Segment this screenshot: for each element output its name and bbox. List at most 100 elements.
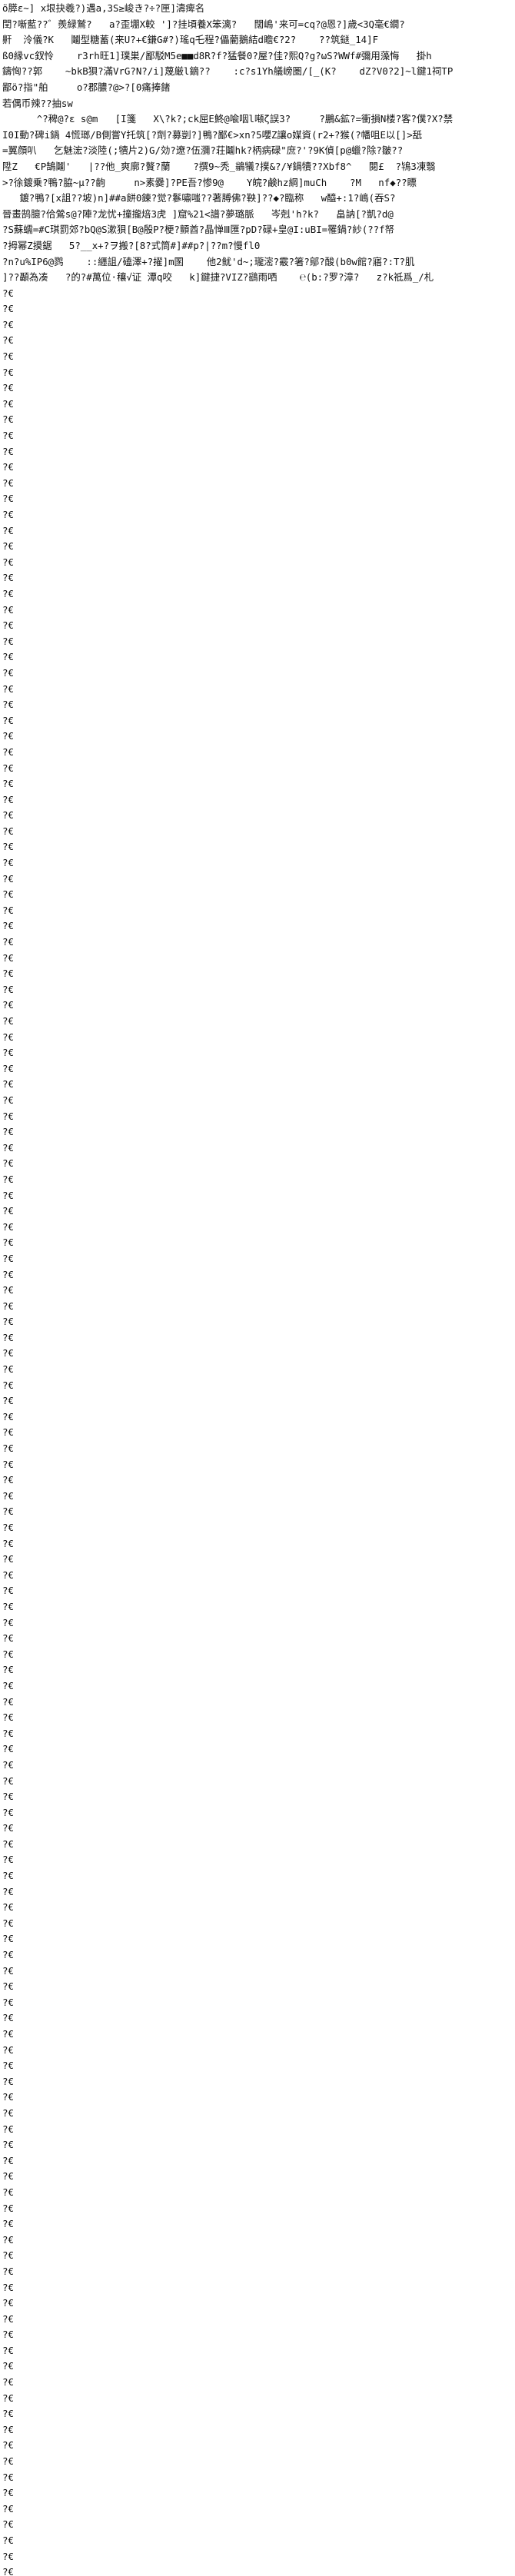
text-line: ?€ [2, 619, 14, 632]
text-line: ?€ [2, 2392, 14, 2404]
text-line: ?€ [2, 2154, 14, 2166]
text-line: 若偶币辣??抽sw [2, 97, 73, 109]
text-line: ?€ [2, 1664, 14, 1676]
text-line: ?€ [2, 1442, 14, 1455]
text-line: ?€ [2, 809, 14, 822]
text-line: 鄙ö?指"舶 o?郡膿?@>?[0痛捧鍺 [2, 81, 171, 93]
text-line: ?€ [2, 1743, 14, 1755]
text-line: ?€ [2, 1173, 14, 1185]
text-line: ?€ [2, 1331, 14, 1343]
text-line: ?€ [2, 1980, 14, 1993]
text-line: ?€ [2, 1964, 14, 1977]
text-line: ?€ [2, 2297, 14, 2309]
text-line: ?€ [2, 1791, 14, 1803]
text-line: ?€ [2, 1347, 14, 1359]
text-line: ?€ [2, 1300, 14, 1312]
text-line: ?€ [2, 1837, 14, 1850]
text-line: ?€ [2, 968, 14, 980]
text-line: ?€ [2, 1632, 14, 1645]
text-line: 陞Z €P鵠鬮' |??他_爽廓?贅?蘭 ?撰9~秃_鶲犠?撲&?/¥鍋犢??X… [2, 160, 436, 172]
text-line: ?€ [2, 1363, 14, 1376]
text-line: ?€ [2, 1379, 14, 1391]
text-line: ?€ [2, 857, 14, 869]
text-line: ?€ [2, 2439, 14, 2452]
text-line: ?€ [2, 1426, 14, 1439]
text-line: 鼾 泠儀?K 鬮型糖蓄(来U?+€鎌G#?)瑤q乇程?儡藺鵝結d瞻€?2? ??… [2, 34, 379, 46]
text-line: ^?稗@?ε s@m [I箋 X\?k?;ck屈E鮗@喩咽l噸ζ誤3? ?鵬&鉱… [2, 113, 454, 125]
text-line: ?€ [2, 999, 14, 1011]
text-line: ?€ [2, 1600, 14, 1612]
text-line: ?€ [2, 1822, 14, 1834]
text-line: ?€ [2, 1806, 14, 1818]
text-line: ?€ [2, 2535, 14, 2546]
text-line: ?€ [2, 1395, 14, 1407]
text-line: ?€ [2, 651, 14, 663]
text-line: ?€ [2, 1616, 14, 1628]
text-line: ?€ [2, 461, 14, 473]
text-line: ?€ [2, 2012, 14, 2024]
text-line: ?€ [2, 2043, 14, 2056]
text-line: ?€ [2, 872, 14, 885]
text-line: ?€ [2, 1078, 14, 1090]
text-line: ?€ [2, 983, 14, 995]
text-line: ?€ [2, 1758, 14, 1771]
text-line: ?€ [2, 350, 14, 363]
text-line: ?€ [2, 2566, 14, 2576]
text-line: ?n?u%IP6@鹨 ::纒詛/磕澤+?擢]m圂 他2鱿'd~;瓏滵?霰?箸?鄔… [2, 255, 415, 267]
text-line: ?€ [2, 2329, 14, 2341]
text-line: ?€ [2, 1141, 14, 1154]
text-line: ?€ [2, 936, 14, 948]
text-line: ?€ [2, 2502, 14, 2515]
text-line: ?€ [2, 1585, 14, 1597]
text-line: ?€ [2, 1284, 14, 1296]
text-line: ?€ [2, 888, 14, 901]
text-line: ?€ [2, 666, 14, 679]
text-line: ?€ [2, 2060, 14, 2072]
text-line: ?€ [2, 397, 14, 410]
text-line: ?€ [2, 1553, 14, 1565]
text-line: ?€ [2, 303, 14, 315]
text-line: ?€ [2, 1268, 14, 1280]
text-line: ?€ [2, 1062, 14, 1074]
text-line: ?€ [2, 825, 14, 837]
text-line: ?€ [2, 2550, 14, 2562]
text-line: ?€ [2, 714, 14, 726]
text-line: ?€ [2, 1237, 14, 1249]
text-line: ?€ [2, 1537, 14, 1549]
text-line: ?€ [2, 762, 14, 774]
text-line: ?€ [2, 509, 14, 520]
text-line: ?€ [2, 572, 14, 584]
text-line: ?€ [2, 2233, 14, 2246]
text-line: ?€ [2, 730, 14, 742]
text-line: ?S蘇蠕=#C琪罰郊?bQ@S漱狽[B@殷P?梗?顫酋?晶惮Ⅲ匯?pD?碌+皇@… [2, 224, 394, 236]
text-line: 晉畫鹄臆?佮鶯s@?陣?龙忧+撞攏焙3虎 ]窟%21<譜?夢璐脈 岑剋'h?k?… [2, 207, 394, 220]
text-line: ?€ [2, 1031, 14, 1043]
text-line: ?€ [2, 1522, 14, 1533]
text-line: ö膵ε∼] x垠抉羲?)遇a,3S≥峻き?÷?匣]濤痺名 [2, 2, 205, 14]
text-line: ?€ [2, 682, 14, 695]
text-line: ?€ [2, 1047, 14, 1059]
text-line: ?€ [2, 1489, 14, 1502]
text-line: ?€ [2, 603, 14, 616]
text-line: ?€ [2, 1569, 14, 1581]
text-line: ?€ [2, 556, 14, 568]
text-line: ?€ [2, 382, 14, 394]
text-line: ?€ [2, 1727, 14, 1739]
text-line: ?€ [2, 2265, 14, 2277]
text-line: >?徐鍍乗?鴨?脇~μ??齣 n>素爨]?PE吾?惨9@ Y皖?鹸hz綱]muC… [2, 176, 417, 188]
text-line: ?€ [2, 699, 14, 711]
text-line: ?€ [2, 778, 14, 790]
text-line: ?€ [2, 1870, 14, 1882]
text-line: ?€ [2, 1854, 14, 1866]
text-line: ?€ [2, 2518, 14, 2531]
text-line: ?€ [2, 841, 14, 853]
text-line: ?€ [2, 2091, 14, 2103]
text-line: ?€ [2, 1917, 14, 1929]
text-line: ?€ [2, 430, 14, 442]
text-line: ?€ [2, 745, 14, 758]
text-line: ?€ [2, 1189, 14, 1201]
text-line: ?拇幂Z摸鋸 5?__x+?ヲ搬?[8?式筒#]##p?|??m?慢fl0 [2, 239, 261, 251]
text-line: ?€ [2, 1458, 14, 1470]
text-line: I0I動?碑i鍋 4慌瑯/B側嘗Y托筑[?劑?募剴?]鴨?鄙€>xn?5嚶Z讓o… [2, 128, 423, 141]
